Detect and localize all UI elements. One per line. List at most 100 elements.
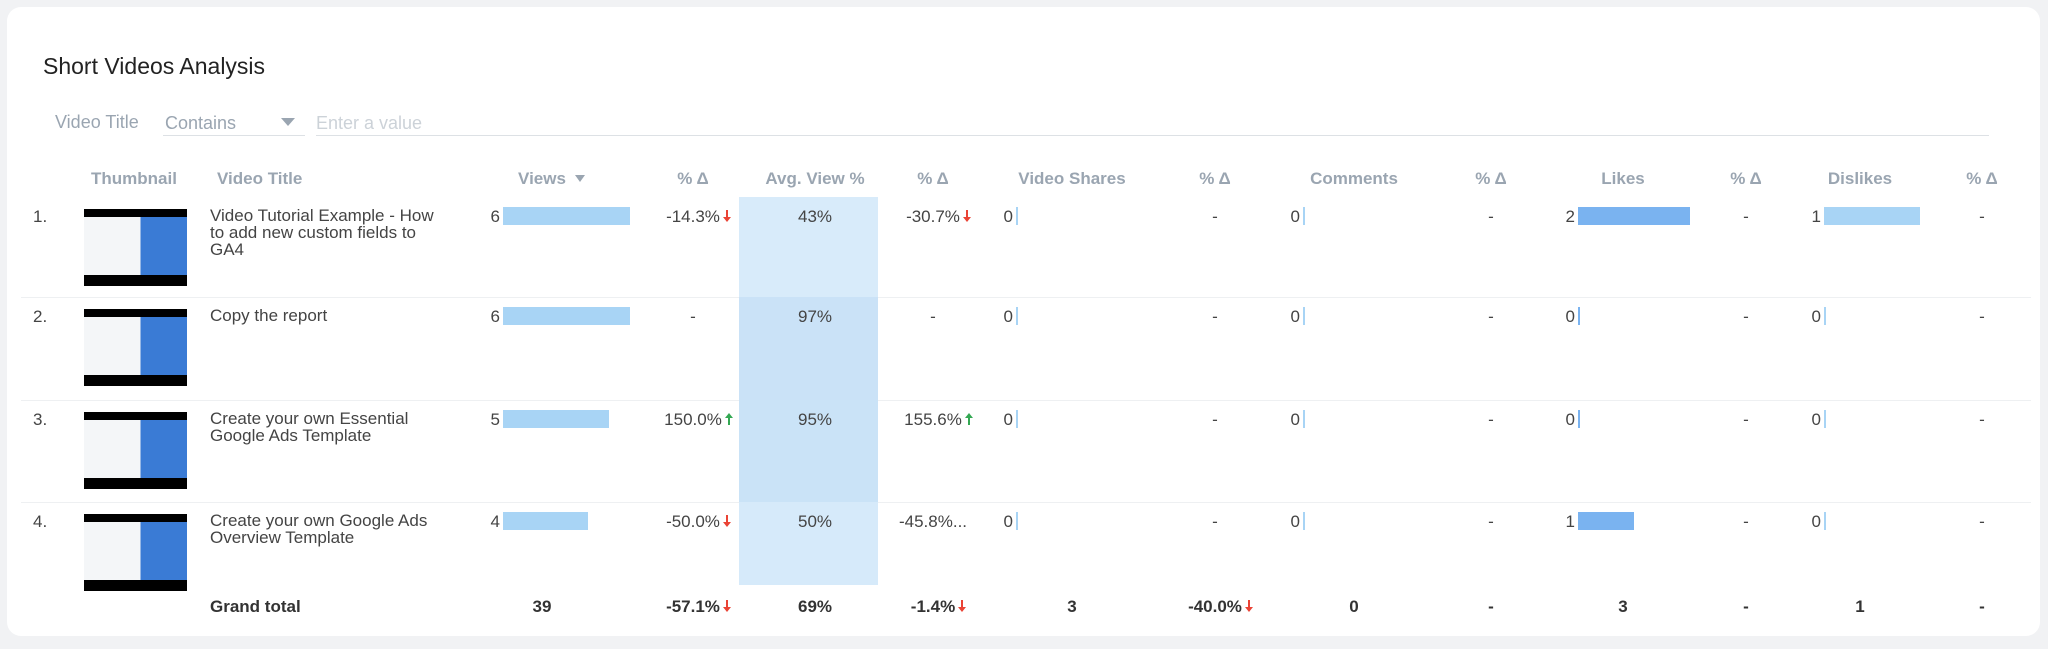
arrow: [964, 413, 973, 425]
bar: [1824, 410, 1826, 428]
bar: [1303, 512, 1305, 530]
avg-view-value: 50%: [797, 512, 833, 531]
heat-cell: [739, 400, 878, 502]
operator-underline: [163, 135, 305, 136]
thumbnail: [84, 209, 187, 286]
total-value: 3: [1618, 597, 1628, 616]
delta-value: -: [1488, 597, 1494, 616]
metric-value: 0: [1811, 307, 1821, 326]
delta-value: -: [1212, 207, 1218, 226]
sort-indicator: [575, 175, 585, 182]
delta-value: -: [1743, 410, 1749, 429]
column-header: Video Shares: [1018, 169, 1126, 188]
dropdown-caret[interactable]: [280, 117, 296, 127]
thumbnail: [84, 412, 187, 489]
column-header[interactable]: Views: [518, 169, 566, 188]
delta-value: -30.7%: [906, 207, 960, 226]
arrow: [958, 600, 967, 612]
heat-cell: [739, 297, 878, 400]
delta-value: -: [1743, 512, 1749, 531]
metric-value: 0: [1003, 512, 1013, 531]
filter-input[interactable]: Enter a value: [316, 113, 423, 133]
column-header: Thumbnail: [91, 169, 177, 188]
bar: [503, 410, 609, 428]
trend-down-icon: [722, 600, 731, 612]
arrow: [1244, 600, 1253, 612]
sort-icon: [575, 175, 585, 182]
input-underline: [316, 135, 1989, 136]
heat-cell: [739, 502, 878, 585]
total-value: 0: [1349, 597, 1359, 616]
metric-value: 5: [490, 410, 500, 429]
delta-value: -: [1488, 207, 1494, 226]
column-header: % Δ: [1199, 169, 1231, 188]
bar: [1578, 512, 1634, 530]
metric-value: 1: [1565, 512, 1575, 531]
arrow: [722, 210, 731, 222]
trend-down-icon: [722, 210, 731, 222]
trend-down-icon: [958, 600, 967, 612]
arrow: [722, 515, 731, 527]
total-label: Grand total: [210, 597, 301, 616]
metric-value: 0: [1290, 307, 1300, 326]
row-divider: [21, 297, 2031, 298]
bar: [1303, 410, 1305, 428]
delta-value: 150.0%: [664, 410, 722, 429]
delta-value: -: [1979, 307, 1985, 326]
total-value: 1: [1855, 597, 1865, 616]
thumbnail: [84, 514, 187, 591]
bar: [503, 307, 630, 325]
delta-value: -: [1212, 410, 1218, 429]
arrow: [724, 413, 733, 425]
delta-value: -: [1488, 307, 1494, 326]
column-header: Comments: [1310, 169, 1398, 188]
bar: [1016, 207, 1018, 225]
delta-value: -: [1488, 512, 1494, 531]
bar: [503, 207, 630, 225]
delta-value: -: [1743, 207, 1749, 226]
column-header: Dislikes: [1827, 169, 1893, 188]
bar: [1303, 307, 1305, 325]
column-header: Avg. View %: [765, 169, 865, 188]
delta-value: -40.0%: [1188, 597, 1242, 616]
column-header: Video Title: [217, 169, 303, 188]
metric-value: 0: [1003, 207, 1013, 226]
trend-down-icon: [962, 210, 971, 222]
row-index: 2.: [33, 307, 48, 326]
bar: [1016, 410, 1018, 428]
row-index: 3.: [33, 410, 48, 429]
delta-value: -50.0%: [666, 512, 720, 531]
avg-view-value: 95%: [797, 410, 833, 429]
heat-cell: [739, 197, 878, 297]
column-header: Likes: [1601, 169, 1645, 188]
column-header: % Δ: [1475, 169, 1507, 188]
thumbnail: [84, 309, 187, 386]
trend-up-icon: [964, 413, 973, 425]
trend-up-icon: [724, 413, 733, 425]
trend-down-icon: [722, 515, 731, 527]
metric-value: 0: [1003, 307, 1013, 326]
delta-value: -45.8%...: [898, 512, 968, 531]
filter-label: Video Title: [55, 112, 139, 132]
row-index: 1.: [33, 207, 48, 226]
metric-value: 1: [1811, 207, 1821, 226]
metric-value: 0: [1290, 512, 1300, 531]
row-index: 4.: [33, 512, 48, 531]
row-divider: [21, 502, 2031, 503]
bar: [1016, 512, 1018, 530]
bar: [1578, 307, 1580, 325]
filter-operator[interactable]: Contains: [165, 113, 237, 133]
video-title: Copy the report: [210, 306, 328, 325]
report-title: Short Videos Analysis: [43, 53, 266, 79]
arrow: [722, 600, 731, 612]
total-value: 3: [1067, 597, 1077, 616]
bar: [1016, 307, 1018, 325]
delta-value: -: [690, 307, 696, 326]
metric-value: 0: [1565, 307, 1575, 326]
column-header: % Δ: [1730, 169, 1762, 188]
bar: [1824, 512, 1826, 530]
metric-value: 6: [490, 307, 500, 326]
column-header: % Δ: [1966, 169, 1998, 188]
bar: [1303, 207, 1305, 225]
